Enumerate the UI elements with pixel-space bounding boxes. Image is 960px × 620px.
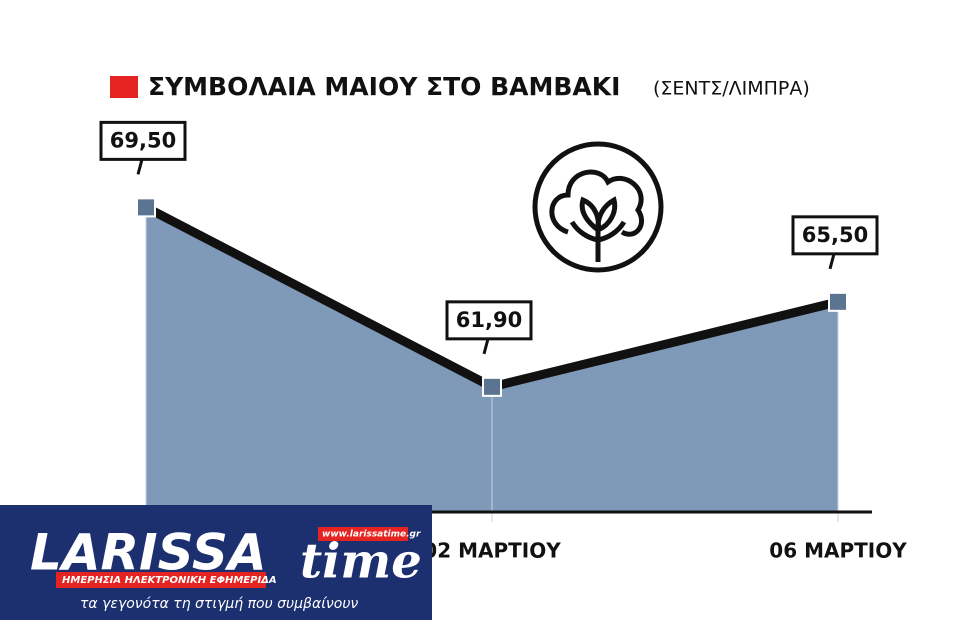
cotton-icon (532, 141, 664, 273)
logo-script: time (300, 534, 422, 590)
label-box (445, 300, 533, 341)
value-label: 61,90 (456, 308, 522, 332)
logo-slogan: τα γεγονότα τη στιγμή που συμβαίνουν (80, 596, 358, 612)
chart-subtitle: (ΣΕΝΤΣ/ΛΙΜΠΡΑ) (653, 78, 810, 100)
logo: LARISSA time www.larissatime.gr ΗΜΕΡΗΣΙΑ… (0, 505, 432, 620)
marker (828, 291, 848, 312)
label-pointer (482, 338, 490, 355)
logo-url: www.larissatime.gr (322, 530, 421, 540)
x-tick-label: 06 ΜΑΡΤΙΟΥ (769, 539, 907, 563)
value-label: 69,50 (110, 128, 176, 152)
label-box (99, 120, 187, 161)
logo-bg (0, 505, 432, 620)
label-box (791, 215, 879, 256)
logo-tagline: ΗΜΕΡΗΣΙΑ ΗΛΕΚΤΡΟΝΙΚΗ ΕΦΗΜΕΡΙΔΑ (62, 575, 277, 586)
legend-swatch (110, 76, 138, 98)
label-pointer (828, 253, 836, 270)
x-tick-label: 02 ΜΑΡΤΙΟΥ (423, 539, 561, 563)
chart-title: ΣΥΜΒΟΛΑΙΑ ΜΑΙΟΥ ΣΤΟ ΒΑΜΒΑΚΙ (148, 72, 620, 101)
area (146, 207, 838, 513)
logo-name: LARISSA (30, 524, 267, 582)
marker (482, 376, 502, 397)
value-label: 65,50 (802, 223, 868, 247)
label-pointer (136, 158, 144, 175)
marker (136, 197, 156, 218)
